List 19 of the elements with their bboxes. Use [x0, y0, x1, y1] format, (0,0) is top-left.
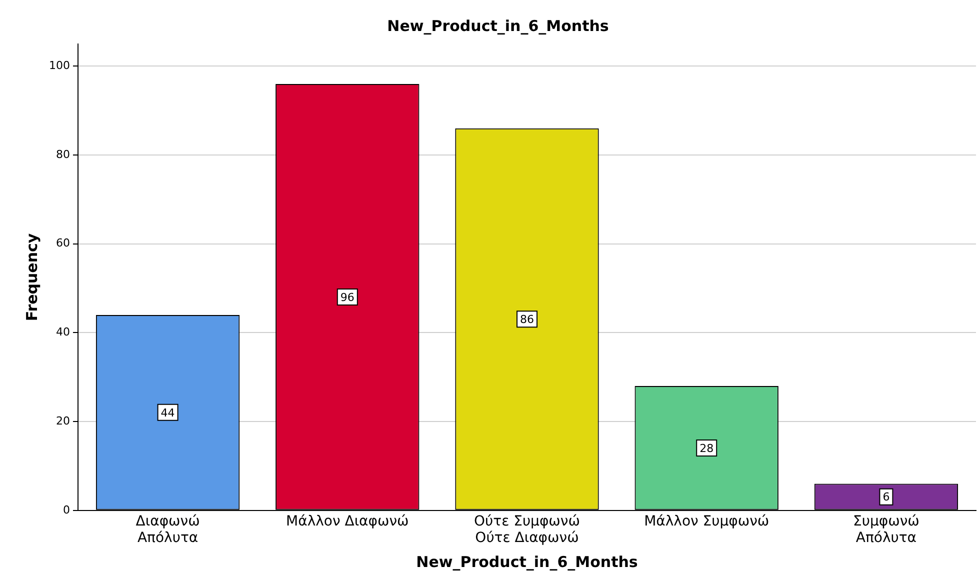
y-axis-title: Frequency [22, 233, 41, 322]
x-tick-label: Συμφωνώ Απόλυτα [853, 513, 920, 546]
y-tick-label: 60 [56, 236, 70, 250]
x-tick-label: Μάλλον Διαφωνώ [286, 513, 409, 530]
data-label: 86 [520, 313, 534, 326]
y-tick-label: 100 [48, 59, 70, 72]
data-label: 28 [700, 442, 714, 455]
data-label: 96 [340, 290, 354, 304]
y-tick-label: 40 [56, 326, 70, 339]
y-tick-label: 0 [62, 503, 70, 516]
x-axis-title: New_Product_in_6_Months [416, 552, 638, 571]
y-tick-label: 80 [56, 148, 70, 161]
data-label: 6 [882, 490, 890, 504]
chart-title: New_Product_in_6_Months [387, 16, 609, 35]
y-tick-label: 20 [56, 414, 70, 428]
data-label: 44 [160, 406, 175, 420]
x-tick-label: Μάλλον Συμφωνώ [644, 513, 770, 530]
x-tick-label: Ούτε Συμφωνώ Ούτε Διαφωνώ [474, 513, 580, 546]
x-tick-label: Διαφωνώ Απόλυτα [136, 513, 200, 546]
